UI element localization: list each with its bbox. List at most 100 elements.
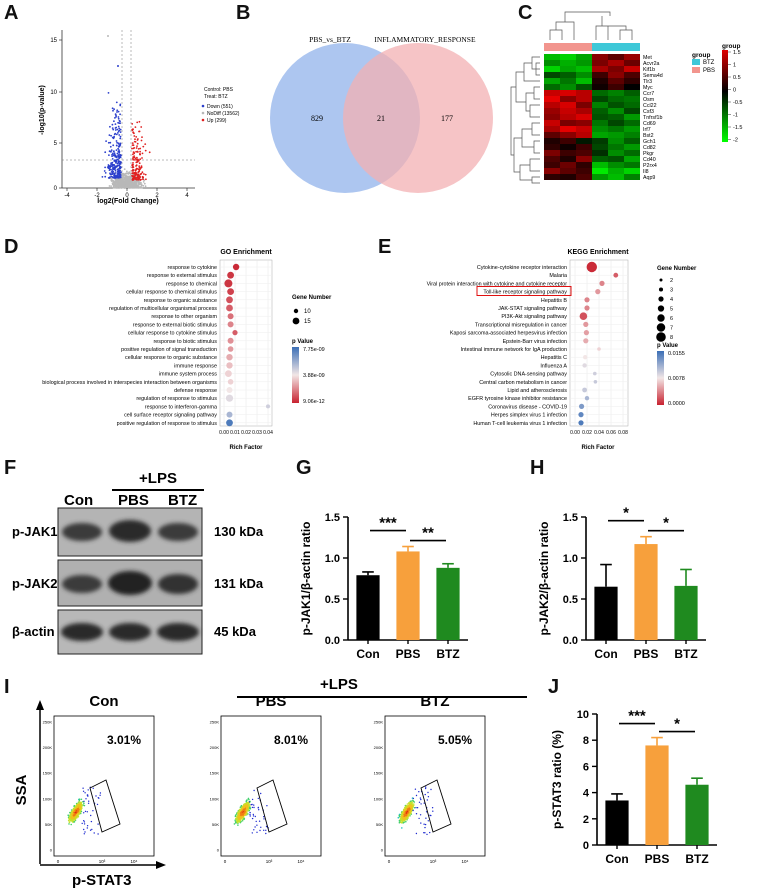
volcano-point <box>115 101 118 104</box>
group-bar-pbs <box>544 43 592 51</box>
flow-event <box>410 810 413 813</box>
volcano-point <box>104 175 107 178</box>
volcano-point <box>123 182 126 185</box>
go-dot <box>225 394 234 402</box>
kegg-term-label: Toll-like receptor signaling pathway <box>483 290 567 296</box>
flow-event <box>432 810 434 812</box>
flow-event <box>237 824 239 826</box>
flow-event <box>427 796 430 798</box>
flow-event <box>419 797 422 799</box>
volcano-point <box>117 160 120 163</box>
volcano-point <box>138 120 141 123</box>
flow-event <box>420 822 422 824</box>
flow-event <box>255 820 257 823</box>
volcano-point <box>140 178 142 181</box>
column-dendrogram <box>549 11 633 40</box>
flow-event <box>82 787 84 789</box>
volcano-point <box>119 183 122 185</box>
flow-event <box>86 811 89 813</box>
flow-event <box>78 799 81 802</box>
kegg-term-label: Lipid and atherosclerosis <box>507 388 567 394</box>
go-dots <box>224 263 270 427</box>
flow-event <box>89 829 92 831</box>
volcano-point <box>117 130 120 133</box>
heatmap-cell <box>560 96 576 102</box>
flow-event <box>398 814 401 817</box>
volcano-point <box>123 174 126 176</box>
y-tick-label: 1.0 <box>325 553 340 565</box>
heatmap-cell <box>624 66 640 72</box>
volcano-point <box>139 150 142 153</box>
flow-event <box>236 815 238 818</box>
heatmap-cell <box>560 102 576 108</box>
volcano-point <box>117 121 119 124</box>
kegg-dot <box>599 280 605 286</box>
flow-event <box>263 816 265 818</box>
heatmap-cell <box>560 60 576 66</box>
go-dot <box>232 263 240 271</box>
flow-event <box>425 817 427 819</box>
y-tick-label: 1.5 <box>563 512 578 524</box>
kegg-term-label: Hepatitis B <box>541 298 567 304</box>
volcano-point <box>114 175 117 178</box>
volcano-point <box>112 167 114 170</box>
kegg-term-label: EGFR tyrosine kinase inhibitor resistanc… <box>468 396 567 402</box>
heatmap-cell <box>544 108 560 114</box>
volcano-point <box>107 92 110 94</box>
flow-event <box>420 798 422 801</box>
flow-event <box>413 803 415 805</box>
heatmap-cell <box>576 54 592 60</box>
flow-event <box>68 821 71 823</box>
heatmap-cell <box>544 114 560 120</box>
heatmap-gene-label: Kif1b <box>643 67 655 73</box>
volcano-point <box>118 157 121 160</box>
volcano-point <box>128 178 131 181</box>
go-term-label: regulation of response to stimulus <box>136 396 217 402</box>
kegg-size-dot <box>657 305 665 312</box>
flow-event <box>67 814 69 816</box>
flow-event <box>83 833 86 835</box>
volcano-point <box>131 144 134 147</box>
heatmap-gene-label: Myc <box>643 85 653 91</box>
flow-event <box>75 816 77 819</box>
volcano-point <box>118 155 121 158</box>
flow-event <box>72 815 75 817</box>
flow-event <box>242 805 245 808</box>
kegg-dot <box>586 261 597 273</box>
y-tick-label: 8 <box>583 735 589 747</box>
band-pjak2-btz <box>158 574 198 594</box>
volcano-xtick: 2 <box>155 193 159 199</box>
volcano-point <box>118 176 120 179</box>
go-term-label: response to organic substance <box>144 298 217 304</box>
heatmap-cell <box>576 90 592 96</box>
heatmap-cell <box>608 72 624 78</box>
group-bar-btz <box>592 43 640 51</box>
flow-event <box>90 820 93 823</box>
flow-event <box>409 806 412 808</box>
volcano-point <box>117 173 120 176</box>
volcano-point <box>119 167 122 170</box>
volcano-point <box>138 175 141 178</box>
volcano-point <box>116 162 119 165</box>
volcano-point <box>134 186 137 189</box>
y-tick-label: 4 <box>583 788 590 800</box>
heatmap-cell <box>544 156 560 162</box>
flow-event <box>243 806 246 809</box>
volcano-point <box>109 141 112 144</box>
flow-event <box>75 804 78 807</box>
band-actin-btz <box>157 623 199 641</box>
volcano-point <box>108 150 111 153</box>
volcano-point <box>120 154 122 157</box>
volcano-plot: 0 5 10 15 -4 -2 0 2 4 -log10(p-value) log2(Fold… <box>39 30 240 205</box>
flow-event <box>248 798 250 801</box>
heatmap-cell <box>608 168 624 174</box>
flow-event <box>427 791 429 794</box>
volcano-point <box>138 166 141 169</box>
panel-letter-a: A <box>4 2 19 24</box>
volcano-point <box>128 172 131 175</box>
flow-event <box>78 801 80 803</box>
volcano-point <box>118 145 121 148</box>
go-dot <box>226 411 233 418</box>
colorscale-tick: 0 <box>733 88 736 94</box>
heatmap-cell <box>624 54 640 60</box>
